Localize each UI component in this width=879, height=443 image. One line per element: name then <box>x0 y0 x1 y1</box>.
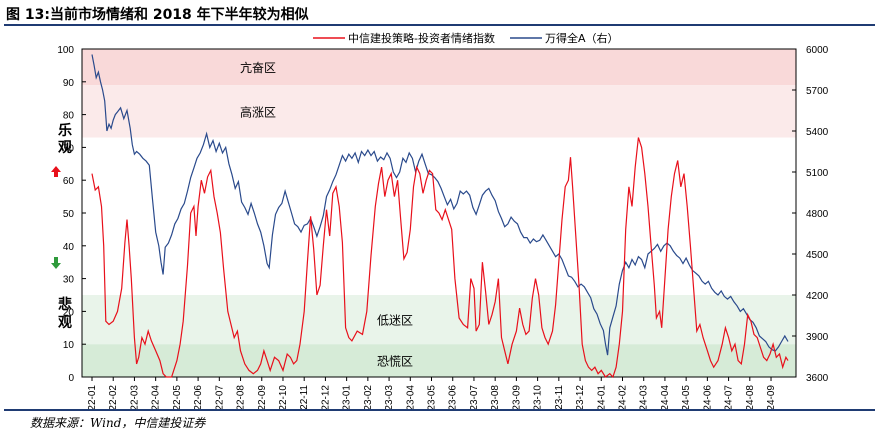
right-tick-label: 4500 <box>806 250 829 261</box>
source-note: 数据来源：Wind，中信建投证券 <box>30 416 206 430</box>
left-tick-label: 90 <box>63 78 75 89</box>
x-tick-label: 22-10 <box>278 385 289 411</box>
x-tick-label: 23-08 <box>490 385 501 411</box>
pessimistic-label-char-2: 观 <box>58 315 72 331</box>
x-tick-label: 22-06 <box>193 385 204 411</box>
down-arrow-icon <box>51 257 61 269</box>
right-tick-label: 5400 <box>806 127 829 138</box>
x-tick-label: 23-03 <box>384 385 395 411</box>
optimistic-label-char-1: 乐 <box>58 122 72 139</box>
x-tick-label: 23-01 <box>342 385 353 411</box>
right-tick-label: 6000 <box>806 45 829 56</box>
x-tick-label: 23-04 <box>405 385 416 411</box>
zone-label: 亢奋区 <box>240 60 276 75</box>
left-tick-label: 100 <box>57 45 74 56</box>
x-tick-label: 23-11 <box>554 385 565 410</box>
legend-label-index: 万得全A（右） <box>545 31 619 45</box>
left-tick-label: 10 <box>63 340 75 351</box>
up-arrow-icon <box>51 166 61 177</box>
right-tick-label: 3600 <box>806 373 829 384</box>
x-tick-label: 22-08 <box>236 385 247 411</box>
right-tick-label: 4800 <box>806 209 829 220</box>
x-tick-label: 24-01 <box>596 385 607 411</box>
x-tick-label: 24-06 <box>702 385 713 411</box>
zone-label: 高涨区 <box>240 104 276 119</box>
x-tick-label: 22-12 <box>320 385 331 411</box>
right-tick-label: 5100 <box>806 168 829 179</box>
x-tick-label: 23-12 <box>575 385 586 411</box>
x-tick-label: 24-09 <box>766 385 777 411</box>
zone-band <box>82 85 796 138</box>
x-tick-label: 24-04 <box>660 385 671 411</box>
x-tick-label: 22-07 <box>214 385 225 411</box>
figure-title: 图 13:当前市场情绪和 2018 年下半年较为相似 <box>6 7 309 23</box>
pessimistic-label-char-1: 悲 <box>58 296 72 313</box>
legend: 中信建投策略-投资者情绪指数 万得全A（右） <box>313 31 619 45</box>
x-tick-label: 22-05 <box>172 385 183 411</box>
x-tick-label: 23-05 <box>427 385 438 411</box>
zone-label: 低迷区 <box>377 314 413 328</box>
x-tick-label: 24-05 <box>681 385 692 411</box>
optimistic-label-char-2: 观 <box>58 140 72 156</box>
left-tick-label: 30 <box>63 275 75 286</box>
left-tick-label: 0 <box>68 373 74 384</box>
x-tick-label: 24-07 <box>724 385 735 411</box>
left-tick-label: 50 <box>63 209 75 220</box>
zone-band <box>82 49 796 86</box>
x-tick-label: 22-09 <box>257 385 268 411</box>
right-tick-label: 5700 <box>806 86 829 97</box>
x-axis: 22-01 22-02 22-03 22-04 22-05 22-06 22-07 22-08… <box>87 377 777 411</box>
left-axis: 0 10 20 30 40 50 60 70 80 90 100 <box>57 45 86 384</box>
left-tick-label: 70 <box>63 143 75 154</box>
x-tick-label: 24-03 <box>639 385 650 411</box>
zones-layer <box>82 49 796 377</box>
left-tick-label: 40 <box>63 242 75 253</box>
x-tick-label: 23-06 <box>448 385 459 411</box>
x-tick-label: 22-01 <box>87 385 98 411</box>
right-tick-label: 4200 <box>806 291 829 302</box>
zone-label: 恐慌区 <box>377 355 413 369</box>
title-rule <box>4 24 875 26</box>
zone-band <box>82 295 796 345</box>
index-series-line <box>91 54 789 356</box>
left-tick-label: 80 <box>63 111 75 122</box>
zone-band <box>82 344 796 377</box>
series-layer <box>91 54 789 379</box>
left-tick-label: 20 <box>63 307 75 318</box>
x-tick-label: 23-09 <box>511 385 522 411</box>
x-tick-label: 23-07 <box>469 385 480 411</box>
sentiment-series-line <box>91 137 789 379</box>
x-tick-label: 22-02 <box>108 385 119 411</box>
x-tick-label: 22-04 <box>151 385 162 411</box>
left-tick-label: 60 <box>63 176 75 187</box>
x-tick-label: 23-10 <box>533 385 544 411</box>
footer-rule <box>4 409 875 411</box>
x-tick-label: 24-02 <box>617 385 628 411</box>
legend-label-sentiment: 中信建投策略-投资者情绪指数 <box>348 31 495 45</box>
right-tick-label: 3900 <box>806 332 829 343</box>
x-tick-label: 22-11 <box>299 385 310 410</box>
x-tick-label: 23-02 <box>363 385 374 411</box>
x-tick-label: 24-08 <box>745 385 756 411</box>
right-axis: 3600 3900 4200 4500 4800 5100 5400 5700 6000 <box>792 45 829 384</box>
x-tick-label: 22-03 <box>129 385 140 411</box>
